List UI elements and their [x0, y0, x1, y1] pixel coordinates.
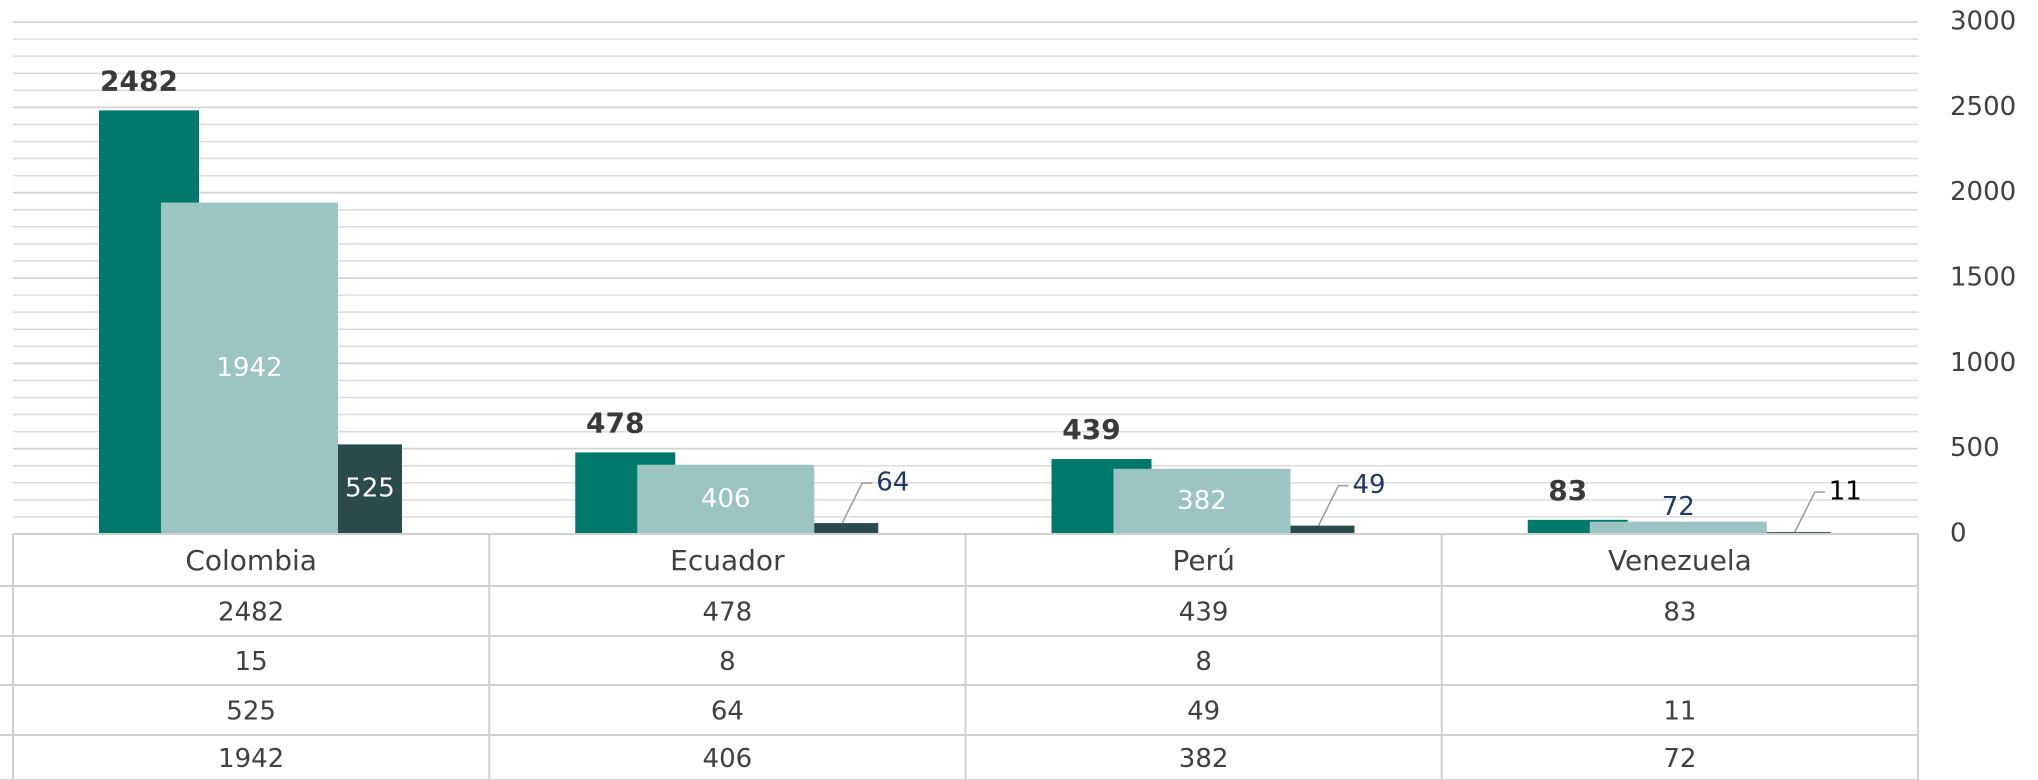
- table-cell: 11: [1663, 697, 1696, 727]
- data-label: 439: [1062, 413, 1120, 446]
- table-cell: 439: [1179, 598, 1229, 628]
- data-label: 2482: [100, 64, 178, 97]
- x-tick-label: Perú: [1172, 544, 1234, 577]
- bar: [338, 444, 402, 534]
- y-tick-label: 0: [1950, 519, 1967, 549]
- table-cell: 406: [703, 744, 753, 774]
- table-cell: 2482: [218, 598, 284, 628]
- table-cell: 382: [1179, 744, 1229, 774]
- leader-line: [1794, 491, 1825, 533]
- table-cell: 64: [711, 697, 744, 727]
- bar: [814, 523, 879, 534]
- leader-line: [841, 482, 873, 524]
- data-label: 382: [1177, 486, 1227, 516]
- data-label: 1942: [216, 353, 282, 383]
- data-label: 49: [1353, 470, 1386, 500]
- x-tick-label: Ecuador: [670, 544, 785, 577]
- bar: [161, 202, 338, 534]
- table-cell: 72: [1663, 744, 1696, 774]
- table-cell: 8: [719, 647, 736, 677]
- y-tick-label: 1000: [1950, 348, 2016, 378]
- data-label: 72: [1662, 492, 1695, 522]
- data-label: 406: [701, 484, 751, 514]
- bar: [1290, 525, 1355, 534]
- x-tick-label: Venezuela: [1608, 544, 1752, 577]
- table-cell: 49: [1187, 697, 1220, 727]
- data-label: 478: [586, 406, 644, 439]
- leader-line: [1317, 484, 1349, 526]
- bar: [637, 464, 815, 534]
- bar: [1113, 468, 1291, 534]
- data-label: 83: [1548, 474, 1587, 507]
- bar: [1589, 521, 1767, 534]
- y-tick-label: 3000: [1950, 7, 2016, 37]
- table-cell: 1942: [218, 744, 284, 774]
- y-tick-label: 2000: [1950, 177, 2016, 207]
- data-label: 525: [345, 474, 395, 504]
- y-tick-label: 500: [1950, 433, 2000, 463]
- data-label: 64: [876, 468, 909, 498]
- y-tick-label: 1500: [1950, 263, 2016, 293]
- table-cell: 83: [1663, 598, 1696, 628]
- table-cell: 15: [235, 647, 268, 677]
- table-cell: 525: [226, 697, 276, 727]
- table-cell: 8: [1195, 647, 1212, 677]
- x-tick-label: Colombia: [185, 544, 317, 577]
- data-label: 11: [1829, 477, 1862, 507]
- table-cell: 478: [703, 598, 753, 628]
- y-tick-label: 2500: [1950, 92, 2016, 122]
